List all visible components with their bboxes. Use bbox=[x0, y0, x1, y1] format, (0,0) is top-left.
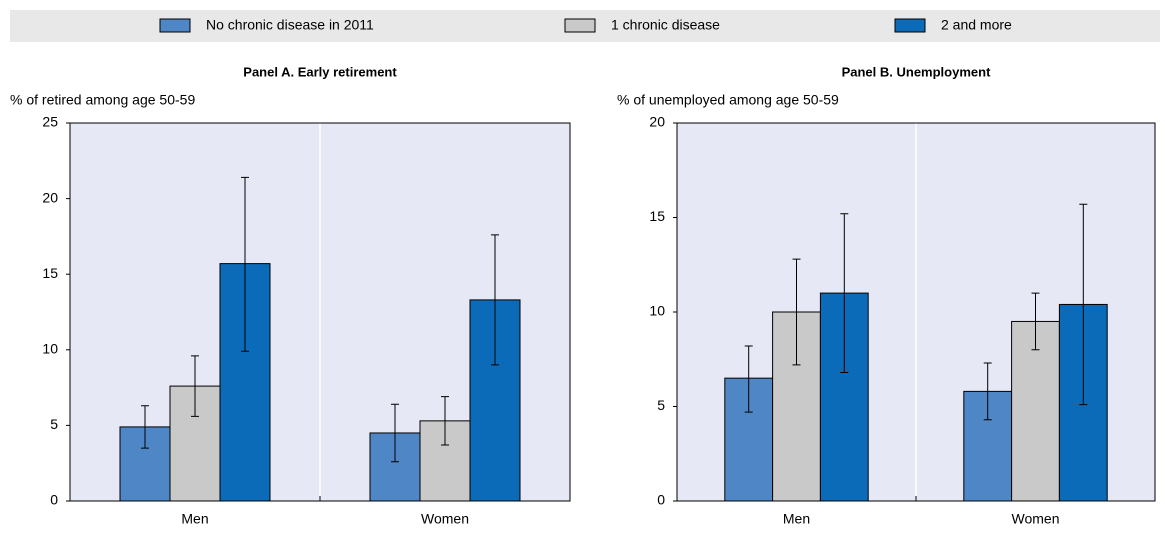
x-tick-label: Women bbox=[421, 511, 469, 527]
legend-label: No chronic disease in 2011 bbox=[206, 17, 374, 33]
chart-title: Panel A. Early retirement bbox=[243, 64, 397, 79]
y-tick-label: 10 bbox=[649, 303, 665, 319]
error-bar bbox=[744, 345, 753, 413]
legend-swatch bbox=[159, 18, 191, 33]
error-bar bbox=[983, 362, 992, 421]
x-tick-label: Men bbox=[181, 511, 208, 527]
legend-label: 2 and more bbox=[941, 17, 1012, 33]
legend-label: 1 chronic disease bbox=[611, 17, 720, 33]
error-bar bbox=[441, 396, 449, 446]
error-bar bbox=[1031, 292, 1040, 351]
y-axis-label: % of unemployed among age 50-59 bbox=[617, 92, 839, 108]
y-tick-label: 20 bbox=[42, 189, 58, 205]
x-tick-label: Women bbox=[1012, 511, 1060, 527]
error-bar bbox=[491, 234, 499, 366]
y-tick-label: 10 bbox=[42, 341, 58, 357]
y-tick-label: 0 bbox=[50, 492, 58, 508]
y-tick-label: 25 bbox=[42, 114, 58, 130]
y-tick-label: 5 bbox=[50, 416, 58, 432]
error-bar bbox=[241, 176, 249, 352]
error-bar bbox=[391, 403, 399, 463]
error-bar bbox=[191, 355, 199, 417]
error-bar bbox=[840, 213, 849, 373]
error-bar bbox=[141, 405, 149, 449]
x-tick-label: Men bbox=[783, 511, 810, 527]
legend-swatch bbox=[564, 18, 596, 33]
bar bbox=[724, 377, 774, 502]
y-axis-label: % of retired among age 50-59 bbox=[10, 92, 195, 108]
legend-swatch bbox=[894, 18, 926, 33]
y-tick-label: 15 bbox=[42, 265, 58, 281]
error-bar bbox=[1079, 203, 1088, 406]
plot-frame bbox=[676, 122, 1156, 502]
y-tick-label: 20 bbox=[649, 114, 665, 130]
y-tick-label: 5 bbox=[657, 397, 665, 413]
plot-frame bbox=[69, 122, 571, 502]
y-tick-label: 0 bbox=[657, 492, 665, 508]
chart-title: Panel B. Unemployment bbox=[842, 64, 991, 79]
error-bar bbox=[792, 258, 801, 366]
y-tick-label: 15 bbox=[649, 208, 665, 224]
